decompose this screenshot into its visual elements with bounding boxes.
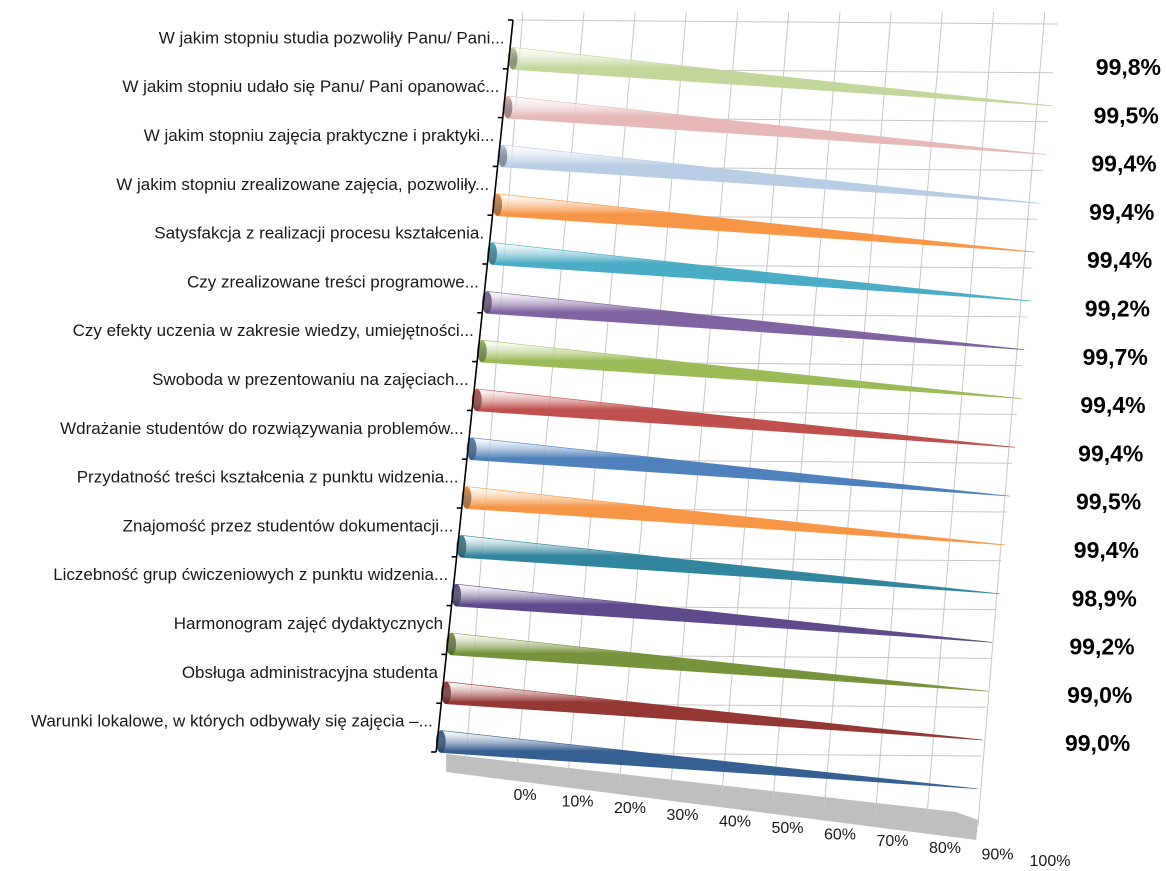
gridline-vertical bbox=[772, 11, 841, 800]
x-tick-label: 50% bbox=[771, 820, 803, 837]
category-label: Czy zrealizowane treści programowe... bbox=[187, 272, 479, 291]
category-labels: W jakim stopniu studia pozwoliły Panu/ P… bbox=[31, 28, 505, 730]
category-label: W jakim stopniu udało się Panu/ Pani opa… bbox=[122, 77, 499, 96]
cone-bar bbox=[492, 193, 1036, 253]
cone-base bbox=[487, 242, 497, 265]
cone-bar bbox=[446, 632, 989, 692]
value-label: 99,4% bbox=[1089, 199, 1154, 225]
floor-face bbox=[446, 754, 979, 840]
x-tick-label: 60% bbox=[824, 827, 856, 844]
cone-bar bbox=[471, 388, 1016, 448]
gridline-vertical bbox=[670, 11, 739, 787]
value-label: 98,9% bbox=[1072, 585, 1137, 611]
category-label: Wdrażanie studentów do rozwiązywania pro… bbox=[60, 419, 463, 438]
category-label: Znajomość przez studentów dokumentacji..… bbox=[123, 516, 454, 535]
value-label: 99,0% bbox=[1067, 682, 1132, 708]
cone-bar bbox=[482, 291, 1025, 350]
gridlines bbox=[440, 11, 1059, 826]
gridline-vertical bbox=[977, 11, 1046, 826]
gridline-vertical bbox=[516, 11, 585, 767]
cone-base bbox=[457, 535, 467, 558]
value-label: 99,5% bbox=[1076, 489, 1141, 515]
value-label: 99,8% bbox=[1096, 54, 1161, 80]
x-tick-label: 0% bbox=[513, 787, 536, 804]
value-label: 99,0% bbox=[1065, 730, 1130, 756]
category-label: Liczebność grup ćwiczeniowych z punktu w… bbox=[53, 565, 448, 584]
cone-bar bbox=[507, 47, 1053, 107]
value-label: 99,7% bbox=[1083, 344, 1148, 370]
cone-bar bbox=[451, 583, 993, 643]
cone-base bbox=[462, 486, 472, 509]
gridline-horizontal bbox=[516, 19, 1059, 25]
cone-bar bbox=[502, 95, 1047, 155]
axes bbox=[431, 19, 514, 753]
cone-series bbox=[435, 47, 1053, 790]
value-label: 99,4% bbox=[1080, 392, 1145, 418]
category-label: Czy efekty uczenia w zakresie wiedzy, um… bbox=[73, 321, 474, 340]
gridline-vertical bbox=[823, 11, 892, 806]
cone-bar bbox=[487, 242, 1031, 302]
category-label: Warunki lokalowe, w których odbywały się… bbox=[31, 712, 433, 731]
x-tick-label: 90% bbox=[981, 846, 1013, 863]
gridline-vertical bbox=[567, 11, 636, 774]
gridline-vertical bbox=[619, 11, 687, 780]
cone-base bbox=[477, 340, 487, 363]
category-label: W jakim stopniu zrealizowane zajęcia, po… bbox=[116, 175, 489, 194]
x-tick-label: 10% bbox=[561, 794, 593, 811]
category-label: Swoboda w prezentowaniu na zajęciach... bbox=[152, 370, 469, 389]
cone-base bbox=[452, 584, 462, 607]
x-tick-label: 20% bbox=[614, 800, 646, 817]
cone-base bbox=[472, 389, 482, 411]
chart-floor bbox=[446, 754, 979, 840]
value-label: 99,4% bbox=[1074, 537, 1139, 563]
category-label: W jakim stopniu zajęcia praktyczne i pra… bbox=[144, 126, 495, 145]
category-label: W jakim stopniu studia pozwoliły Panu/ P… bbox=[159, 28, 505, 47]
gridline-vertical bbox=[721, 11, 790, 793]
x-tick-labels: 0% 10% 20% 30% 40% 50% 60% 70% 80% 90% 100% bbox=[513, 787, 1070, 870]
value-label: 99,4% bbox=[1091, 151, 1156, 177]
cone-base bbox=[498, 145, 508, 167]
category-label: Satysfakcja z realizacji procesu kształc… bbox=[154, 224, 484, 243]
y-axis-line bbox=[435, 19, 514, 753]
cone-bar bbox=[497, 144, 1041, 204]
gridline-vertical bbox=[926, 11, 995, 819]
cone-base bbox=[508, 47, 518, 70]
x-tick-label: 30% bbox=[666, 807, 698, 824]
x-tick-label: 40% bbox=[719, 813, 751, 830]
value-label: 99,2% bbox=[1085, 296, 1150, 322]
value-label: 99,2% bbox=[1069, 634, 1134, 660]
cone-bar bbox=[476, 339, 1022, 399]
value-label: 99,4% bbox=[1087, 247, 1152, 273]
cone-base bbox=[467, 437, 477, 460]
cone-base bbox=[436, 730, 446, 753]
value-label: 99,4% bbox=[1078, 440, 1143, 466]
category-label: Harmonogram zajęć dydaktycznych bbox=[174, 614, 443, 633]
cone-base bbox=[503, 96, 513, 119]
cone-bar bbox=[466, 437, 1010, 497]
x-tick-label: 80% bbox=[929, 840, 961, 857]
cone-bar bbox=[461, 486, 1006, 546]
x-tick-label: 70% bbox=[876, 833, 908, 850]
value-label: 99,5% bbox=[1094, 102, 1159, 128]
category-label: Obsługa administracyjna studenta bbox=[182, 663, 439, 682]
gridline-vertical bbox=[875, 11, 943, 813]
value-labels: 99,8% 99,5% 99,4% 99,4% 99,4% 99,2% 99,7% 99,4%… bbox=[1065, 54, 1161, 756]
cone-base bbox=[441, 681, 451, 704]
cone-bar bbox=[456, 535, 1000, 595]
cone-base bbox=[446, 633, 456, 655]
category-label: Przydatność treści kształcenia z punktu … bbox=[77, 468, 459, 487]
x-tick-label: 100% bbox=[1030, 853, 1071, 870]
cone-base bbox=[493, 193, 503, 216]
cone-base bbox=[482, 291, 492, 314]
